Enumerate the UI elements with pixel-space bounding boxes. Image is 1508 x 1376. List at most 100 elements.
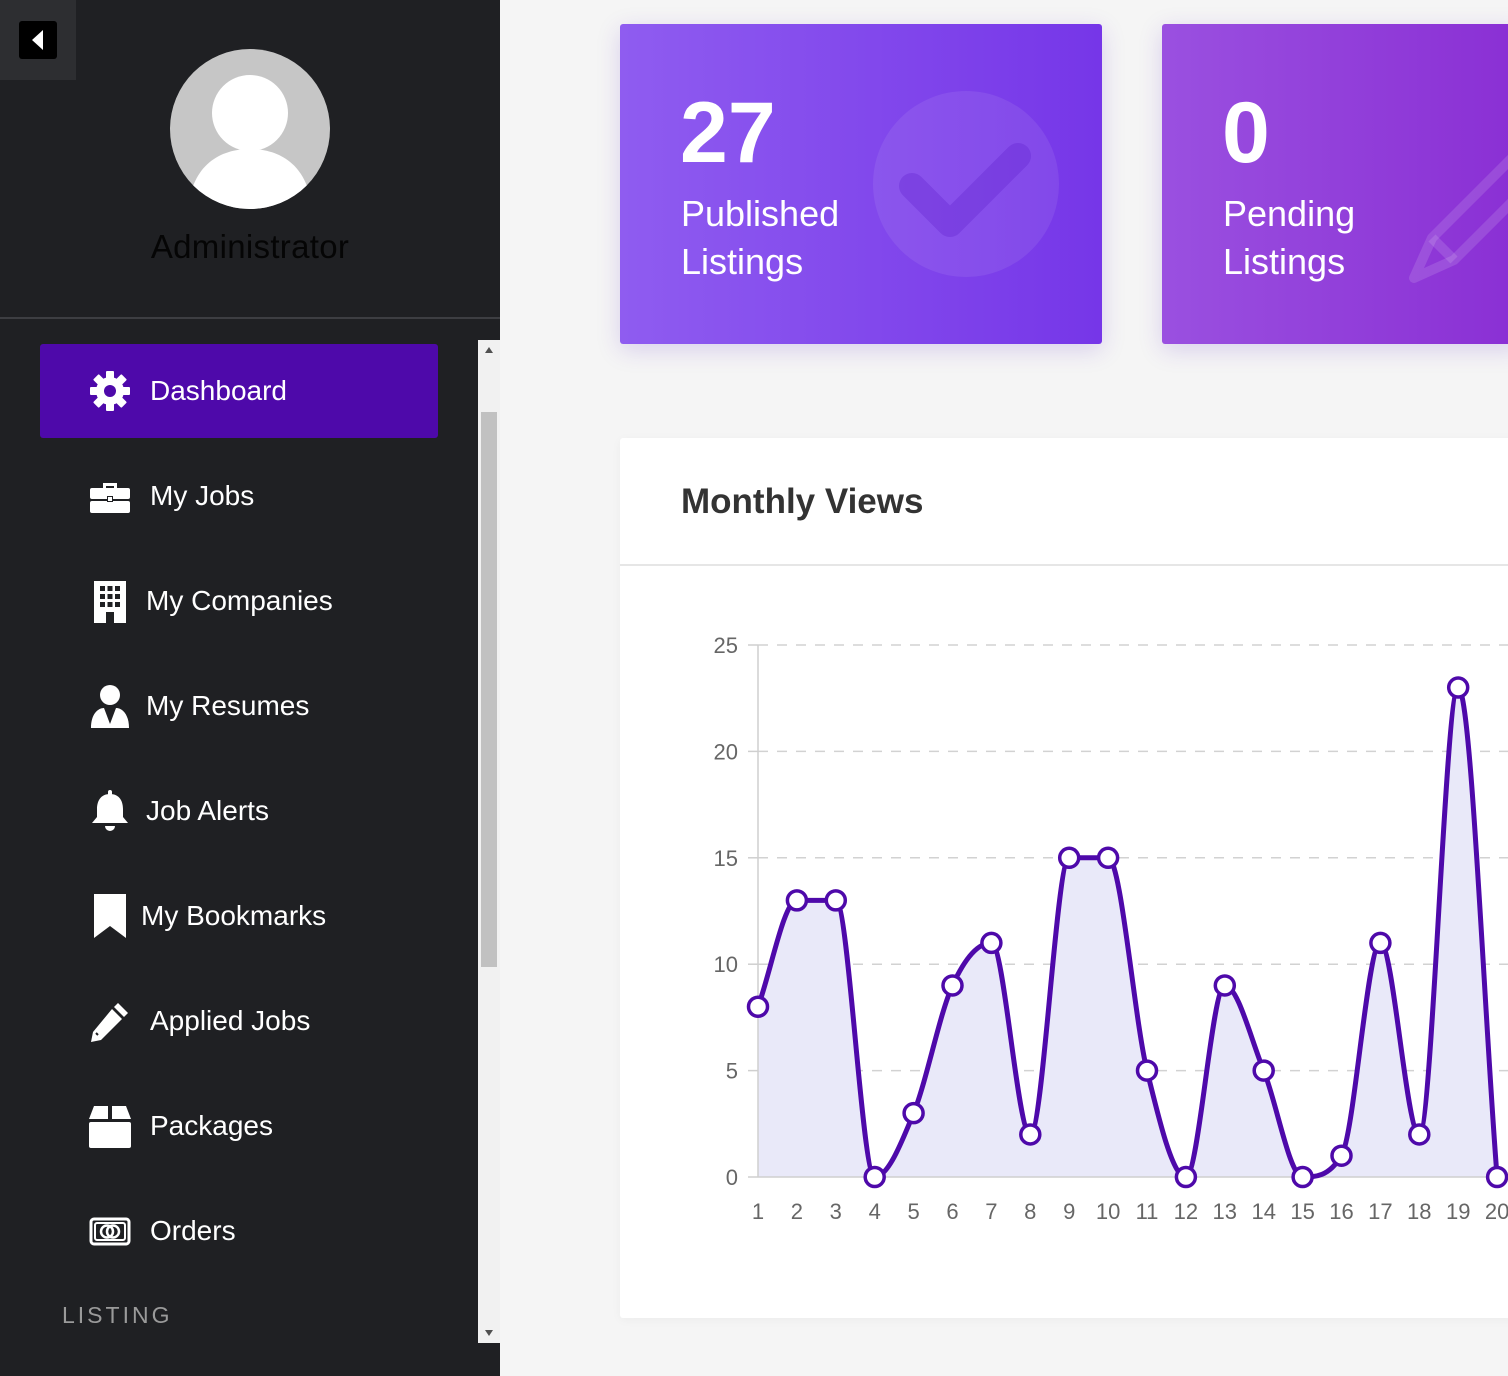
- sidebar-section-label: LISTING: [62, 1302, 173, 1328]
- data-point: [1174, 1165, 1198, 1189]
- sidebar-item-label: Job Alerts: [146, 795, 269, 826]
- x-tick-label: 19: [1446, 1199, 1470, 1224]
- sidebar: Administrator: [0, 0, 500, 1376]
- x-tick-label: 12: [1174, 1199, 1198, 1224]
- money-bill-icon: [88, 1209, 132, 1253]
- x-tick-label: 16: [1329, 1199, 1353, 1224]
- sidebar-toggle-button[interactable]: [0, 0, 76, 80]
- data-point: [1369, 931, 1392, 955]
- sidebar-item-my-resumes[interactable]: My Resumes: [40, 659, 438, 753]
- data-point: [1485, 1165, 1508, 1189]
- series-area: [758, 687, 1498, 1177]
- sidebar-item-label: Applied Jobs: [150, 1005, 311, 1036]
- x-tick-label: 1: [752, 1199, 764, 1224]
- sidebar-item-label: My Companies: [146, 585, 333, 616]
- stat-label-line1: Published: [681, 193, 840, 234]
- stat-card-pending[interactable]: 0 Pending Listings: [1162, 24, 1508, 344]
- sidebar-divider: [0, 317, 500, 319]
- data-point: [980, 931, 1003, 955]
- user-name: Administrator: [150, 228, 350, 265]
- sidebar-item-my-jobs[interactable]: My Jobs: [40, 449, 438, 543]
- sidebar-item-dashboard[interactable]: Dashboard: [40, 344, 438, 438]
- y-tick-label: 5: [726, 1059, 738, 1084]
- x-tick-label: 2: [791, 1199, 803, 1224]
- stat-label-line2: Listings: [681, 241, 804, 282]
- sidebar-item-label: Orders: [150, 1215, 236, 1246]
- x-tick-label: 14: [1251, 1199, 1275, 1224]
- gear-icon: [88, 369, 132, 413]
- x-tick-label: 5: [907, 1199, 919, 1224]
- data-point: [824, 889, 848, 912]
- x-tick-label: 15: [1290, 1199, 1314, 1224]
- briefcase-icon: [88, 474, 132, 518]
- y-tick-label: 10: [714, 952, 738, 977]
- bookmark-icon: [88, 894, 132, 938]
- stat-value: 27: [680, 85, 776, 181]
- x-tick-label: 11: [1136, 1199, 1159, 1224]
- data-point: [863, 1165, 886, 1189]
- data-point: [941, 974, 964, 997]
- scroll-down-arrow-icon[interactable]: [478, 1323, 500, 1343]
- sidebar-item-my-bookmarks[interactable]: My Bookmarks: [40, 869, 438, 963]
- data-point: [1408, 1123, 1431, 1146]
- sidebar-item-label: My Resumes: [146, 690, 310, 721]
- check-circle-icon: [873, 91, 1059, 277]
- avatar: [170, 49, 330, 209]
- data-point: [1135, 1059, 1159, 1082]
- y-tick-label: 25: [714, 633, 738, 658]
- user-tie-icon: [88, 684, 132, 728]
- sidebar-item-my-companies[interactable]: My Companies: [40, 554, 438, 648]
- sidebar-item-label: Packages: [150, 1110, 273, 1141]
- data-point: [746, 995, 770, 1019]
- data-point: [1330, 1144, 1353, 1167]
- stat-label: Published Listings: [681, 190, 839, 286]
- stat-value: 0: [1222, 85, 1270, 181]
- data-point: [1291, 1165, 1314, 1189]
- x-tick-label: 3: [830, 1199, 842, 1224]
- data-point: [902, 1101, 925, 1125]
- chart-panel-divider: [620, 564, 1508, 566]
- sidebar-item-job-alerts[interactable]: Job Alerts: [40, 764, 438, 858]
- caret-left-icon: [19, 21, 57, 59]
- data-point: [1446, 676, 1470, 699]
- sidebar-menu: Dashboard My Jobs: [0, 340, 478, 1343]
- stat-label-line2: Listings: [1223, 241, 1346, 282]
- data-point: [1019, 1123, 1042, 1146]
- y-tick-label: 20: [714, 739, 738, 764]
- scroll-up-arrow-icon[interactable]: [478, 340, 500, 360]
- x-tick-label: 6: [946, 1199, 958, 1224]
- sidebar-scrollbar[interactable]: [478, 340, 500, 1343]
- y-tick-label: 0: [726, 1165, 738, 1190]
- sidebar-item-label: Dashboard: [150, 375, 287, 406]
- stat-label: Pending Listings: [1223, 190, 1355, 286]
- sidebar-item-label: My Bookmarks: [141, 900, 327, 931]
- x-tick-label: 7: [985, 1199, 997, 1224]
- stat-card-published[interactable]: 27 Published Listings: [620, 24, 1102, 344]
- sidebar-item-packages[interactable]: Packages: [40, 1079, 438, 1173]
- x-tick-label: 4: [869, 1199, 881, 1224]
- data-point: [785, 889, 809, 912]
- data-point: [1057, 846, 1081, 870]
- data-point: [1096, 846, 1120, 870]
- x-tick-label: 8: [1024, 1199, 1036, 1224]
- y-tick-label: 15: [714, 846, 738, 871]
- user-silhouette-icon: [188, 75, 312, 209]
- chart-panel: Monthly Views 0 5 10 15 20 25 1 2 3 4 5 6 7 8 9 10 11 12 1…: [620, 438, 1508, 1318]
- x-tick-label: 9: [1063, 1199, 1075, 1224]
- data-point: [1252, 1059, 1275, 1082]
- x-tick-label: 10: [1096, 1199, 1120, 1224]
- sidebar-item-label: My Jobs: [150, 480, 255, 511]
- bell-icon: [88, 789, 132, 833]
- box-icon: [88, 1104, 132, 1148]
- scrollbar-thumb[interactable]: [481, 412, 497, 967]
- pencil-icon: [88, 999, 132, 1043]
- stat-label-line1: Pending: [1223, 193, 1356, 234]
- x-tick-label: 17: [1368, 1199, 1392, 1224]
- pencil-icon: [1409, 154, 1508, 283]
- sidebar-item-orders[interactable]: Orders: [40, 1184, 438, 1278]
- sidebar-item-applied-jobs[interactable]: Applied Jobs: [40, 974, 438, 1068]
- building-icon: [88, 579, 132, 623]
- x-tick-label: 20: [1485, 1199, 1508, 1224]
- data-point: [1213, 974, 1237, 997]
